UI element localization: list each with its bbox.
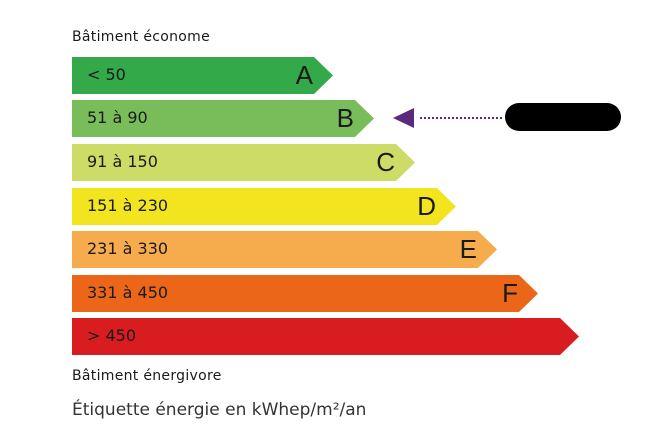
footer-unit: Étiquette énergie en kWhep/m²/an — [72, 400, 367, 420]
class-letter: F — [502, 278, 518, 308]
energy-class-b: 51 à 90 B — [72, 100, 374, 137]
energy-class-f: 331 à 450 F — [72, 275, 538, 312]
class-letter: E — [459, 234, 477, 264]
class-letter: C — [376, 147, 395, 177]
top-caption: Bâtiment économe — [72, 29, 210, 45]
class-range: 331 à 450 — [87, 283, 169, 302]
class-letter: D — [417, 191, 436, 221]
energy-class-a: < 50 A — [72, 57, 333, 94]
bottom-caption: Bâtiment énergivore — [72, 368, 222, 384]
energy-class-d: 151 à 230 D — [72, 188, 456, 225]
class-letter: A — [295, 60, 313, 90]
class-range: 91 à 150 — [87, 152, 158, 171]
energy-class-c: 91 à 150 C — [72, 144, 415, 181]
energy-class-g: > 450 — [72, 318, 579, 355]
class-range: 231 à 330 — [87, 239, 169, 258]
class-range: 151 à 230 — [87, 196, 169, 215]
class-range: < 50 — [87, 65, 126, 84]
class-range: > 450 — [87, 326, 137, 345]
class-range: 51 à 90 — [87, 108, 148, 127]
indicator-arrow-icon — [393, 108, 414, 128]
indicator-dotted-line — [420, 117, 502, 119]
energy-class-e: 231 à 330 E — [72, 231, 497, 268]
redacted-label — [505, 103, 621, 131]
class-letter: B — [336, 103, 354, 133]
